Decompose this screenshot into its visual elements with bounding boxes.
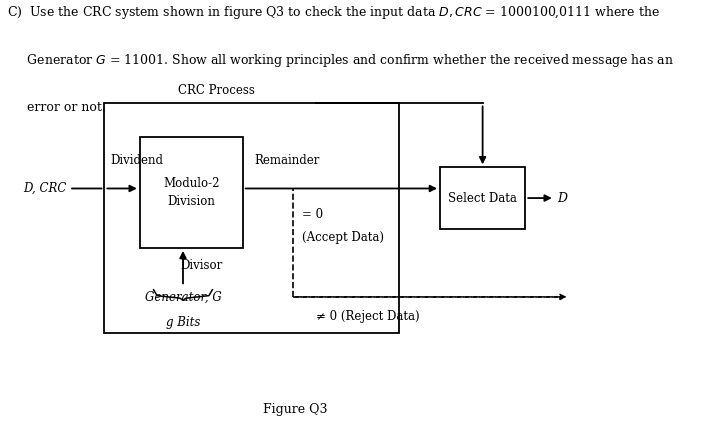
Text: D: D [557,192,567,205]
Text: = 0: = 0 [302,208,323,220]
Text: Modulo-2
Division: Modulo-2 Division [163,177,219,208]
Text: g Bits: g Bits [166,316,200,329]
Text: (Accept Data): (Accept Data) [302,231,384,244]
Text: C)  Use the CRC system shown in figure Q3 to check the input data $D, CRC$ = 100: C) Use the CRC system shown in figure Q3… [7,3,660,21]
Text: Select Data: Select Data [448,192,517,205]
Text: Generator, G: Generator, G [145,291,221,303]
Text: Figure Q3: Figure Q3 [263,403,328,416]
Text: Divisor: Divisor [180,259,222,271]
Text: ≠ 0 (Reject Data): ≠ 0 (Reject Data) [316,310,420,323]
Text: Remainder: Remainder [254,155,320,167]
Text: Generator $G$ = 11001. Show all working principles and confirm whether the recei: Generator $G$ = 11001. Show all working … [7,52,674,69]
Text: D, CRC: D, CRC [23,182,66,195]
Text: CRC Process: CRC Process [178,84,255,97]
Text: Dividend: Dividend [110,155,163,167]
Text: error or not.: error or not. [7,101,106,114]
